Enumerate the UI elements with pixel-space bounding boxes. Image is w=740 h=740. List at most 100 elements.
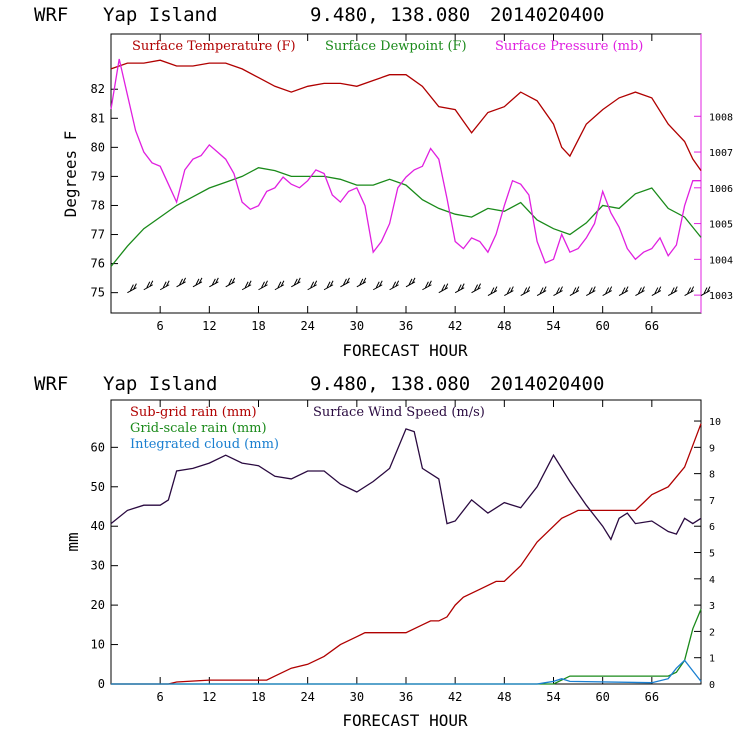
wind-barb bbox=[700, 286, 711, 297]
bottom-y2-ticks: 0 1 2 3 4 5 6 7 8 9 10 bbox=[694, 417, 721, 691]
wind-barb bbox=[192, 277, 203, 288]
bottom-x-tick-label: 42 bbox=[448, 690, 462, 704]
bottom-x-tick-label: 12 bbox=[202, 690, 216, 704]
wind-barb bbox=[602, 286, 613, 297]
gridscale-rain-line bbox=[111, 608, 702, 685]
bottom-y2-tick-label: 5 bbox=[709, 549, 715, 560]
wind-barb bbox=[618, 286, 629, 297]
bottom-x-tick-label: 54 bbox=[546, 690, 560, 704]
wind-barb bbox=[422, 280, 432, 291]
top-y-tick-label: 77 bbox=[91, 228, 105, 242]
wind-barb bbox=[471, 283, 482, 294]
bottom-x-tick-label: 66 bbox=[645, 690, 659, 704]
top-y-axis-title: Degrees F bbox=[61, 131, 80, 218]
top-x-tick-label: 18 bbox=[251, 319, 265, 333]
top-y2-tick-label: 1003 bbox=[709, 291, 733, 302]
top-y-tick-label: 80 bbox=[91, 140, 105, 154]
pressure-line bbox=[110, 58, 701, 264]
wind-barb bbox=[225, 277, 236, 288]
wind-barb bbox=[258, 280, 268, 291]
bottom-y2-tick-label: 7 bbox=[709, 496, 715, 507]
wind-barb bbox=[176, 277, 187, 288]
bottom-y-tick-label: 0 bbox=[98, 677, 105, 691]
wind-barb bbox=[635, 286, 645, 297]
top-y-tick-label: 76 bbox=[91, 257, 105, 271]
temperature-line bbox=[110, 59, 702, 171]
wind-barb bbox=[209, 277, 219, 288]
top-x-tick-label: 30 bbox=[350, 319, 364, 333]
bottom-x-tick-label: 6 bbox=[157, 690, 164, 704]
top-panel: WRF Yap Island 9.480, 138.080 2014020400… bbox=[34, 4, 733, 360]
bottom-y-ticks: 0 10 20 30 40 50 60 bbox=[91, 440, 118, 691]
wind-barb bbox=[487, 286, 498, 297]
top-x-tick-label: 60 bbox=[595, 319, 609, 333]
wind-barb bbox=[356, 277, 367, 288]
top-x-tick-label: 12 bbox=[202, 319, 216, 333]
wind-barb bbox=[323, 280, 334, 291]
wind-barb bbox=[307, 280, 318, 291]
bottom-y2-tick-label: 3 bbox=[709, 601, 715, 612]
top-y-tick-label: 81 bbox=[91, 111, 105, 125]
top-x-tick-label: 24 bbox=[300, 319, 314, 333]
bottom-x-tick-label: 24 bbox=[300, 690, 314, 704]
legend-integrated-cloud: Integrated cloud (mm) bbox=[130, 437, 279, 452]
legend-gridscale-rain: Grid-scale rain (mm) bbox=[130, 421, 267, 436]
bottom-y-tick-label: 60 bbox=[91, 440, 105, 454]
wind-barb bbox=[586, 286, 596, 297]
top-x-tick-label: 66 bbox=[645, 319, 659, 333]
top-y2-tick-label: 1004 bbox=[709, 255, 733, 266]
bottom-x-tick-label: 60 bbox=[595, 690, 609, 704]
top-plot-frame bbox=[110, 33, 702, 314]
wind-barb bbox=[569, 286, 580, 297]
wind-barb bbox=[520, 286, 531, 297]
wind-barb bbox=[389, 280, 400, 291]
top-x-tick-label: 54 bbox=[546, 319, 560, 333]
bottom-y2-tick-label: 6 bbox=[709, 522, 715, 533]
bottom-y-tick-label: 50 bbox=[91, 480, 105, 494]
bottom-x-ticks: 6 12 18 24 30 36 42 48 54 60 66 bbox=[157, 400, 659, 704]
bottom-y2-tick-label: 0 bbox=[709, 680, 715, 691]
bottom-header-coords: 9.480, 138.080 bbox=[310, 373, 470, 395]
wind-barb bbox=[667, 286, 678, 297]
wind-barb bbox=[372, 280, 383, 291]
bottom-y2-tick-label: 10 bbox=[709, 417, 721, 428]
bottom-series-group bbox=[110, 423, 702, 685]
bottom-header-model: WRF bbox=[34, 373, 68, 395]
top-x-ticks: 6 12 18 24 30 36 42 48 54 60 66 bbox=[157, 34, 659, 333]
top-y2-tick-label: 1007 bbox=[709, 148, 733, 159]
wind-barb bbox=[405, 277, 416, 288]
top-y-tick-label: 79 bbox=[91, 169, 105, 183]
bottom-y-tick-label: 30 bbox=[91, 559, 105, 573]
wind-barb bbox=[553, 286, 563, 297]
bottom-y-tick-label: 40 bbox=[91, 519, 105, 533]
legend-surface-pressure: Surface Pressure (mb) bbox=[495, 39, 643, 54]
bottom-x-tick-label: 18 bbox=[251, 690, 265, 704]
wind-barb bbox=[159, 280, 170, 291]
bottom-y2-tick-label: 4 bbox=[709, 575, 715, 586]
top-header-init: 2014020400 bbox=[490, 4, 604, 26]
wind-barb bbox=[684, 286, 695, 297]
wind-barb bbox=[651, 286, 662, 297]
top-y-ticks: 75 76 77 78 79 80 81 82 bbox=[91, 82, 118, 300]
top-x-tick-label: 36 bbox=[399, 319, 413, 333]
top-y2-tick-label: 1005 bbox=[709, 220, 733, 231]
wind-barb bbox=[127, 283, 137, 294]
bottom-y2-tick-label: 8 bbox=[709, 470, 715, 481]
top-x-tick-label: 42 bbox=[448, 319, 462, 333]
bottom-panel: WRF Yap Island 9.480, 138.080 2014020400… bbox=[34, 373, 721, 730]
top-header-coords: 9.480, 138.080 bbox=[310, 4, 470, 26]
bottom-x-tick-label: 30 bbox=[350, 690, 364, 704]
wind-barb bbox=[274, 280, 285, 291]
legend-subgrid-rain: Sub-grid rain (mm) bbox=[130, 405, 257, 420]
legend-surface-dewpoint: Surface Dewpoint (F) bbox=[325, 39, 467, 54]
wind-barb bbox=[143, 280, 154, 291]
wind-barb bbox=[340, 277, 350, 288]
legend-surface-temperature: Surface Temperature (F) bbox=[132, 39, 296, 54]
top-header-location: Yap Island bbox=[103, 4, 217, 26]
top-x-axis-title: FORECAST HOUR bbox=[342, 341, 468, 360]
top-y2-tick-label: 1008 bbox=[709, 112, 733, 123]
top-y-tick-label: 78 bbox=[91, 198, 105, 212]
wind-barb bbox=[438, 283, 449, 294]
bottom-header-location: Yap Island bbox=[103, 373, 217, 395]
bottom-y-tick-label: 20 bbox=[91, 598, 105, 612]
